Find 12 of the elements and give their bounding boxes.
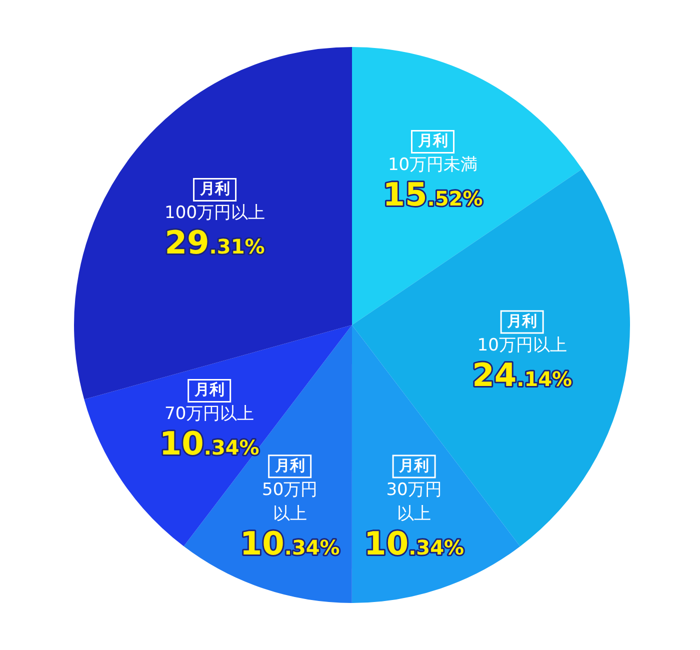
data-label: 24.14%: [472, 356, 572, 394]
slice-label: 月利 30万円以上: [386, 456, 442, 524]
slice-label: 月利 100万円以上: [164, 180, 266, 224]
slice-label: 月利 10万円以上: [477, 312, 567, 356]
data-label: 10.34%: [159, 424, 260, 463]
slice-label: 月利 70万円以上: [164, 380, 254, 424]
data-label: 15.52%: [382, 176, 483, 214]
slice-label: 月利 50万円以上: [262, 456, 318, 524]
data-label: 29.31%: [164, 224, 265, 262]
data-label: 10.34%: [240, 524, 340, 562]
slice-label: 月利 10万円未満: [388, 132, 478, 176]
data-label: 10.34%: [364, 524, 464, 562]
